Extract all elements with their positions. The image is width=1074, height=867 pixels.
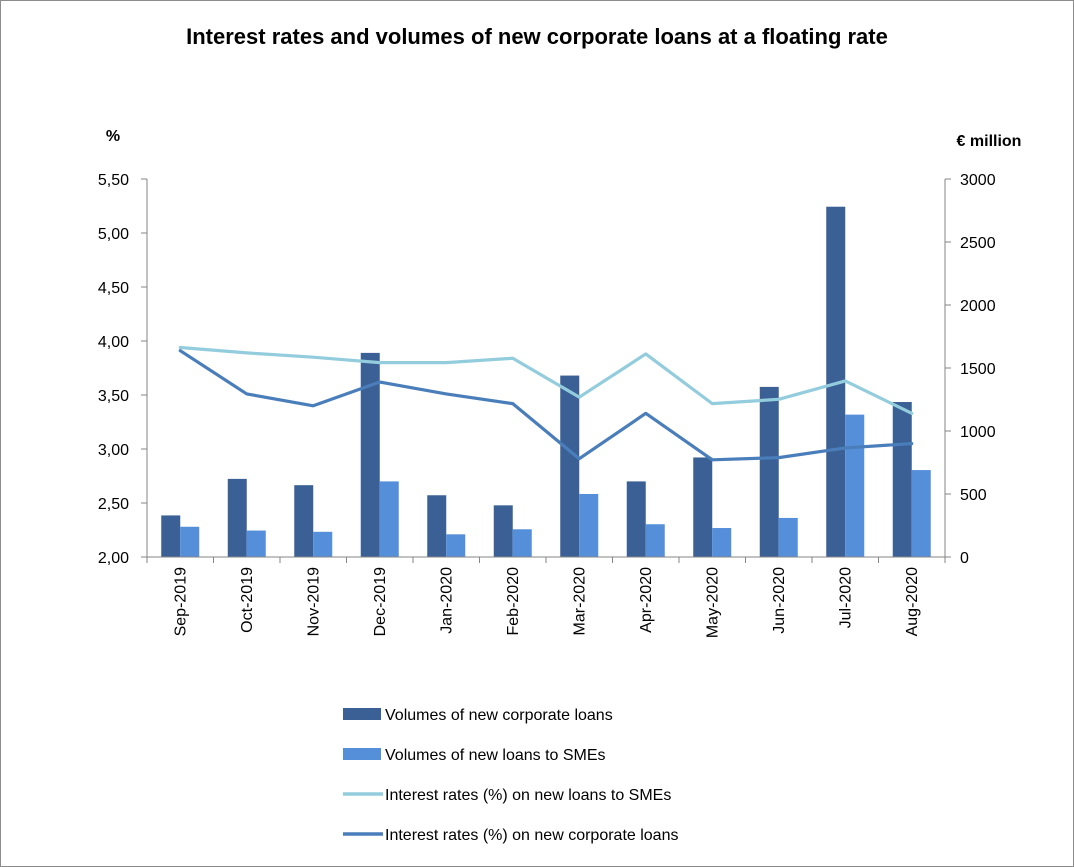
right-tick-label-3: 1500	[960, 361, 996, 378]
bar-s0-7	[626, 481, 646, 557]
x-tick-label-4: Jan-2020	[438, 567, 455, 634]
lines-layer	[178, 345, 914, 462]
bars-layer	[161, 206, 931, 557]
bar-s0-9	[759, 386, 779, 557]
left-tick-label-6: 5,00	[98, 226, 129, 243]
bar-s1-2	[313, 531, 333, 557]
right-tick-label-5: 2500	[960, 235, 996, 252]
bar-s1-8	[712, 528, 732, 557]
legend-swatch-1	[343, 748, 381, 760]
x-tick-label-7: Apr-2020	[638, 567, 655, 633]
legend-label-3: Interest rates (%) on new corporate loan…	[385, 827, 678, 844]
line-series-2	[178, 345, 914, 415]
right-tick-label-4: 2000	[960, 298, 996, 315]
bar-s1-9	[778, 517, 798, 557]
left-tick-label-3: 3,50	[98, 388, 129, 405]
x-tick-label-0: Sep-2019	[172, 567, 189, 636]
x-tick-label-1: Oct-2019	[239, 567, 256, 633]
right-tick-label-2: 1000	[960, 424, 996, 441]
right-axis-title: € million	[957, 133, 1022, 150]
right-tick-label-0: 0	[960, 550, 969, 567]
bar-s0-8	[693, 457, 713, 557]
legend-swatch-0	[343, 708, 381, 720]
left-tick-label-5: 4,50	[98, 280, 129, 297]
bar-s0-2	[294, 485, 314, 557]
x-tick-label-6: Mar-2020	[571, 567, 588, 636]
legend-label-1: Volumes of new loans to SMEs	[385, 747, 606, 764]
x-tick-label-2: Nov-2019	[305, 567, 322, 636]
bar-s0-5	[493, 505, 513, 557]
left-tick-label-1: 2,50	[98, 496, 129, 513]
left-axis-title: %	[106, 128, 120, 145]
bar-s1-10	[845, 414, 865, 557]
x-tick-label-3: Dec-2019	[372, 567, 389, 636]
legend: Volumes of new corporate loans Volumes of…	[343, 707, 678, 844]
bar-s1-4	[446, 534, 466, 557]
bar-s1-0	[180, 526, 200, 557]
axes-layer: 2,00 2,50 3,00 3,50 4,00 4,50 5,00 5,50 0 500 1000…	[98, 172, 996, 638]
left-tick-label-4: 4,00	[98, 334, 129, 351]
left-tick-label-2: 3,00	[98, 442, 129, 459]
bar-s0-1	[227, 478, 247, 557]
legend-label-2: Interest rates (%) on new loans to SMEs	[385, 787, 671, 804]
legend-label-0: Volumes of new corporate loans	[385, 707, 613, 724]
bar-s1-6	[579, 494, 599, 557]
left-tick-label-0: 2,00	[98, 550, 129, 567]
line-series-3	[178, 349, 914, 462]
bar-s0-6	[560, 375, 580, 557]
x-tick-label-10: Jul-2020	[837, 567, 854, 628]
bar-s0-11	[892, 402, 912, 557]
bar-s1-5	[512, 529, 532, 557]
x-tick-label-11: Aug-2020	[904, 567, 921, 636]
x-tick-label-5: Feb-2020	[505, 567, 522, 636]
x-tick-label-9: Jun-2020	[771, 567, 788, 634]
bar-s0-4	[427, 495, 447, 557]
x-tick-label-8: May-2020	[704, 567, 721, 638]
bar-s0-0	[161, 515, 181, 557]
bar-s0-10	[826, 206, 846, 557]
bar-s1-3	[379, 481, 399, 557]
chart-title: Interest rates and volumes of new corpor…	[186, 24, 888, 49]
bar-s0-3	[360, 352, 380, 557]
right-tick-label-6: 3000	[960, 172, 996, 189]
bar-s1-7	[645, 524, 665, 557]
bar-s1-11	[911, 470, 931, 557]
bar-s1-1	[246, 530, 266, 557]
left-tick-label-7: 5,50	[98, 172, 129, 189]
right-tick-label-1: 500	[960, 487, 987, 504]
